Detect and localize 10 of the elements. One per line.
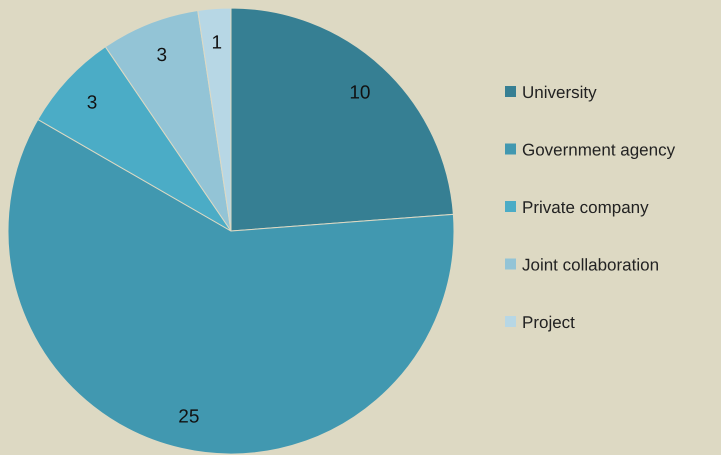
legend-label: Project (522, 312, 576, 332)
data-label: 25 (178, 406, 200, 428)
legend-label: Joint collaboration (522, 255, 660, 274)
legend-label: Government agency (522, 140, 676, 160)
data-label: 1 (212, 32, 222, 54)
data-label: 10 (349, 82, 370, 104)
data-label: 3 (86, 92, 98, 114)
data-label: 3 (156, 45, 168, 66)
legend-label: University (522, 82, 598, 102)
legend-label: Private company (522, 198, 650, 217)
